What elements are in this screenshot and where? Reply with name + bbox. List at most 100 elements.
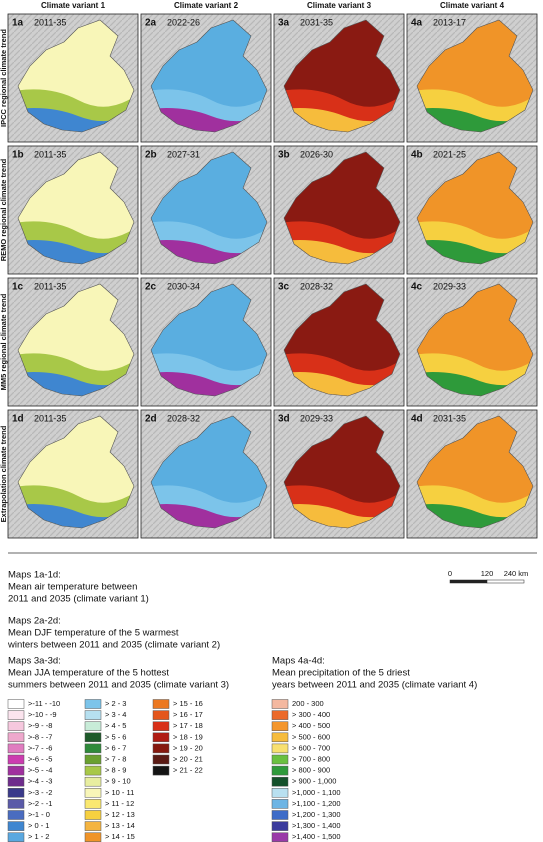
map-zone: [18, 240, 134, 264]
legend-label: > 8 - 9: [105, 766, 126, 775]
panel-id: 2b: [145, 150, 157, 161]
map-zone: [417, 372, 533, 396]
basin-outline: [150, 19, 268, 133]
basin-outline: [416, 415, 534, 529]
panel-id: 4c: [411, 282, 423, 293]
legend-swatch: [7, 832, 25, 842]
map-zone: [151, 372, 267, 396]
map-zone: [284, 372, 400, 396]
legend-label: > 17 - 18: [173, 721, 203, 730]
caption-line: Mean JJA temperature of the 5 hottest: [8, 668, 169, 679]
caption-line: 2011 and 2035 (climate variant 1): [8, 594, 149, 605]
panel-id: 3d: [278, 414, 290, 425]
legend-label: >-8 - -7: [28, 732, 52, 741]
basin-outline: [283, 283, 401, 397]
legend-label: > 300 - 400: [292, 710, 330, 719]
caption-line: Mean air temperature between: [8, 582, 137, 593]
legend-label: > 900 - 1,000: [292, 777, 336, 786]
basin-outline: [283, 415, 401, 529]
caption-line: years between 2011 and 2035 (climate var…: [272, 680, 477, 691]
legend-swatch: [152, 721, 170, 731]
legend-swatch: [271, 765, 289, 776]
panel-period: 2011-35: [34, 149, 66, 159]
panel-period: 2022-26: [167, 17, 200, 27]
legend-label: > 3 - 4: [105, 710, 126, 719]
legend-swatch: [271, 710, 289, 720]
scale-label: 120: [481, 569, 494, 578]
row-label: IPCC regional climate trend: [0, 29, 8, 127]
basin-outline: [17, 415, 135, 529]
legend-label: >-5 - -4: [28, 766, 52, 775]
legend-label: >-9 - -8: [28, 721, 52, 730]
legend-swatch: [271, 732, 289, 743]
map-zone: [151, 504, 267, 528]
map-zone: [417, 504, 533, 528]
panel-id: 3a: [278, 18, 290, 29]
legend-swatch: [271, 810, 289, 820]
map-panel: 3a 2031-35: [273, 13, 405, 143]
scale-bar: [486, 579, 525, 584]
map-zone: [284, 240, 400, 264]
panel-period: 2031-35: [300, 17, 333, 27]
panel-id: 2a: [145, 18, 157, 29]
caption-line: winters between 2011 and 2035 (climate v…: [7, 640, 220, 651]
legend-swatch: [7, 765, 25, 776]
legend-swatch: [271, 699, 289, 709]
row-label: REMO regional climate trend: [0, 158, 8, 261]
legend-label: > 19 - 20: [173, 743, 203, 752]
legend-swatch: [152, 732, 170, 743]
legend-swatch: [7, 710, 25, 720]
legend-swatch: [7, 743, 25, 754]
basin-outline: [416, 283, 534, 397]
legend-swatch: [84, 832, 102, 842]
map-zone: [417, 240, 533, 264]
map-panel: 4c 2029-33: [406, 277, 538, 407]
panel-period: 2028-32: [300, 281, 333, 291]
map-panel: 2d 2028-32: [140, 409, 272, 539]
basin-outline: [17, 283, 135, 397]
basin-outline: [416, 19, 534, 133]
map-panel: 4b 2021-25: [406, 145, 538, 275]
legend-label: > 1 - 2: [28, 832, 49, 841]
caption-line: summers between 2011 and 2035 (climate v…: [8, 680, 229, 691]
panel-period: 2028-32: [167, 413, 200, 423]
map-panel: 3c 2028-32: [273, 277, 405, 407]
legend-label: > 20 - 21: [173, 754, 203, 763]
panel-period: 2011-35: [34, 17, 66, 27]
legend-label: > 15 - 16: [173, 699, 203, 708]
caption-heading: Maps 2a-2d:: [8, 616, 61, 627]
map-zone: [284, 108, 400, 132]
legend-label: > 800 - 900: [292, 766, 330, 775]
panel-period: 2027-31: [167, 149, 200, 159]
legend-swatch: [84, 743, 102, 754]
panel-id: 2d: [145, 414, 157, 425]
map-panel: 1b 2011-35: [7, 145, 139, 275]
legend-swatch: [84, 732, 102, 743]
panel-id: 1d: [12, 414, 24, 425]
legend-swatch: [84, 710, 102, 720]
legend-swatch: [152, 743, 170, 754]
legend-swatch: [7, 799, 25, 809]
map-zone: [284, 504, 400, 528]
legend-label: > 9 - 10: [105, 777, 131, 786]
panel-id: 4a: [411, 18, 423, 29]
panel-id: 1a: [12, 18, 24, 29]
basin-outline: [17, 19, 135, 133]
panel-period: 2021-25: [433, 149, 466, 159]
basin-outline: [283, 151, 401, 265]
panel-id: 3c: [278, 282, 290, 293]
map-panel: 1c 2011-35: [7, 277, 139, 407]
panel-id: 4b: [411, 150, 423, 161]
map-zone: [151, 240, 267, 264]
legend-label: > 0 - 1: [28, 821, 49, 830]
legend-label: 200 - 300: [292, 699, 324, 708]
basin-outline: [150, 415, 268, 529]
panel-id: 1b: [12, 150, 24, 161]
legend-label: > 11 - 12: [105, 799, 134, 808]
legend-swatch: [271, 776, 289, 787]
legend-label: >1,200 - 1,300: [292, 810, 341, 819]
panel-period: 2013-17: [433, 17, 466, 27]
legend-label: >1,000 - 1,100: [292, 788, 341, 797]
legend-swatch: [84, 721, 102, 731]
legend-label: > 700 - 800: [292, 754, 330, 763]
